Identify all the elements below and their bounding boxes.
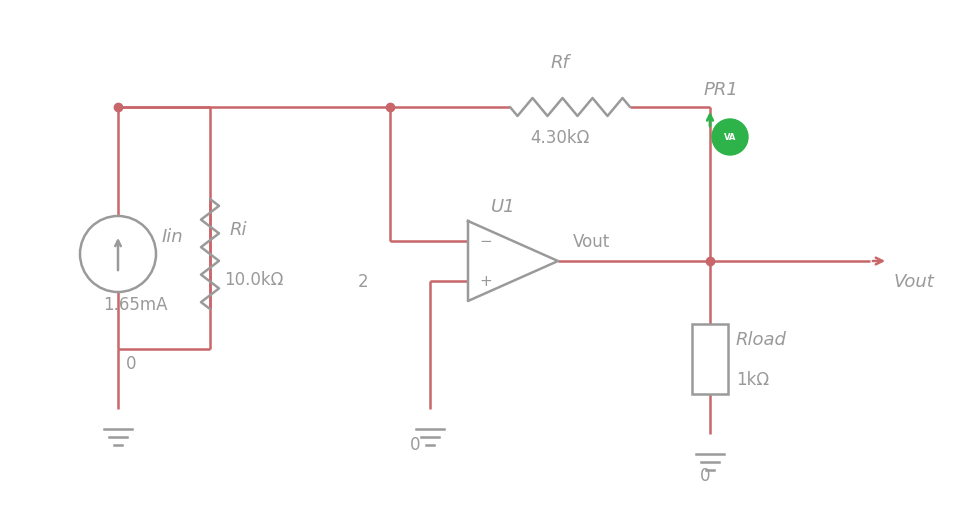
Text: 0: 0 [409,435,420,453]
Text: PR1: PR1 [704,81,739,99]
Text: 10.0kΩ: 10.0kΩ [224,270,283,289]
Text: 1.65mA: 1.65mA [103,295,168,314]
Text: 2: 2 [357,272,368,291]
Text: +: + [480,274,492,289]
Bar [692,324,728,394]
Text: 1kΩ: 1kΩ [736,370,769,388]
Text: VA: VA [724,133,736,142]
Text: −: − [480,234,492,249]
Text: Rf: Rf [551,54,569,72]
Text: U1: U1 [491,197,515,216]
Text: Vout: Vout [573,233,611,250]
Text: 4.30kΩ: 4.30kΩ [531,129,589,147]
Text: Rload: Rload [736,330,787,348]
Text: 0: 0 [700,466,711,484]
Text: 0: 0 [126,354,137,372]
Text: Vout: Vout [894,272,935,291]
Circle shape [712,120,748,156]
Text: Iin: Iin [162,228,184,245]
Text: Ri: Ri [230,220,247,239]
